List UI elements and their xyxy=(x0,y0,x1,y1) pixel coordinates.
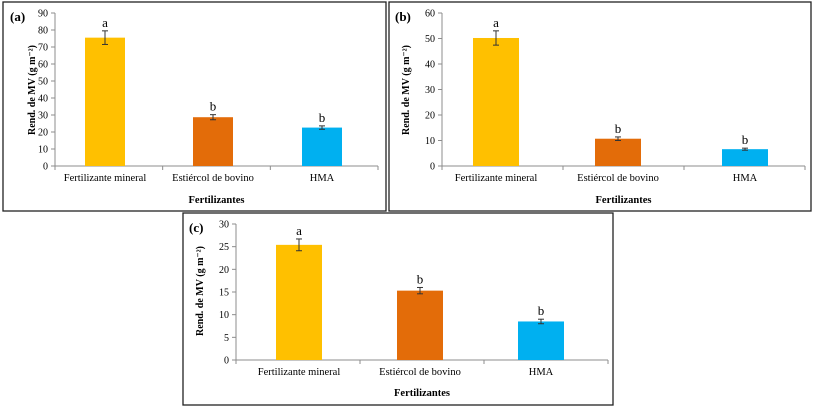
y-tick-label: 20 xyxy=(219,265,229,276)
significance-letter: a xyxy=(493,15,499,30)
chart-panel-1: 0 10 20 30 40 50 60 70 80 90 a Fertilizante mineral… xyxy=(2,1,387,212)
x-tick-label: Fertilizante mineral xyxy=(64,173,147,184)
panel-label: (a) xyxy=(10,9,25,24)
bar xyxy=(595,138,641,166)
y-tick-label: 25 xyxy=(219,242,229,253)
significance-letter: a xyxy=(102,15,108,30)
bar xyxy=(193,117,233,166)
bar xyxy=(722,149,768,166)
panel-label: (b) xyxy=(395,9,411,24)
y-tick-label: 50 xyxy=(38,77,48,88)
x-tick-label: Fertilizante mineral xyxy=(455,173,538,184)
bar xyxy=(85,37,125,167)
x-axis-title: Fertilizantes xyxy=(394,388,450,399)
y-tick-label: 60 xyxy=(38,60,48,71)
significance-letter: b xyxy=(319,110,326,125)
x-tick-label: HMA xyxy=(310,173,335,184)
y-tick-label: 70 xyxy=(38,43,48,54)
chart-panel-2: 0 10 20 30 40 50 60 a Fertilizante mineral b Estié… xyxy=(388,1,812,212)
x-axis-title: Fertilizantes xyxy=(596,195,652,206)
significance-letter: a xyxy=(296,223,302,238)
y-axis-title: Rend. de MV (g m⁻²) xyxy=(195,246,206,336)
chart-panel-3: 0 5 10 15 20 25 30 a Fertilizante mineral b Estiér… xyxy=(182,212,614,406)
y-tick-label: 60 xyxy=(425,9,435,20)
y-axis-title: Rend. de MV (g m⁻²) xyxy=(401,45,412,135)
x-axis-title: Fertilizantes xyxy=(189,195,245,206)
y-tick-label: 30 xyxy=(38,111,48,122)
x-tick-label: Estiércol de bovino xyxy=(172,173,254,184)
bar xyxy=(276,244,322,360)
panel-frame xyxy=(388,1,812,212)
y-tick-label: 20 xyxy=(425,111,435,122)
x-tick-label: Estiércol de bovino xyxy=(577,173,659,184)
y-axis-title: Rend. de MV (g m⁻²) xyxy=(27,45,38,135)
y-tick-label: 80 xyxy=(38,26,48,37)
x-tick-label: HMA xyxy=(733,173,758,184)
x-tick-label: HMA xyxy=(529,367,554,378)
y-tick-label: 40 xyxy=(38,94,48,105)
panel-label: (c) xyxy=(189,220,203,235)
bar xyxy=(473,37,519,166)
y-tick-label: 5 xyxy=(224,333,229,344)
x-tick-label: Estiércol de bovino xyxy=(379,367,461,378)
significance-letter: b xyxy=(615,121,622,136)
y-tick-label: 20 xyxy=(38,128,48,139)
y-tick-label: 0 xyxy=(224,356,229,367)
y-tick-label: 30 xyxy=(425,85,435,96)
y-tick-label: 30 xyxy=(219,220,229,231)
panel-frame xyxy=(2,1,387,212)
bar xyxy=(302,127,342,166)
significance-letter: b xyxy=(417,271,424,286)
significance-letter: b xyxy=(538,303,545,318)
y-tick-label: 0 xyxy=(43,162,48,173)
bar xyxy=(397,290,443,360)
y-tick-label: 15 xyxy=(219,288,229,299)
bar xyxy=(518,321,564,360)
significance-letter: b xyxy=(210,99,217,114)
y-tick-label: 90 xyxy=(38,9,48,20)
y-tick-label: 10 xyxy=(219,310,229,321)
significance-letter: b xyxy=(742,132,749,147)
y-tick-label: 10 xyxy=(425,136,435,147)
y-tick-label: 10 xyxy=(38,145,48,156)
x-tick-label: Fertilizante mineral xyxy=(258,367,341,378)
y-tick-label: 50 xyxy=(425,34,435,45)
y-tick-label: 0 xyxy=(430,162,435,173)
y-tick-label: 40 xyxy=(425,60,435,71)
